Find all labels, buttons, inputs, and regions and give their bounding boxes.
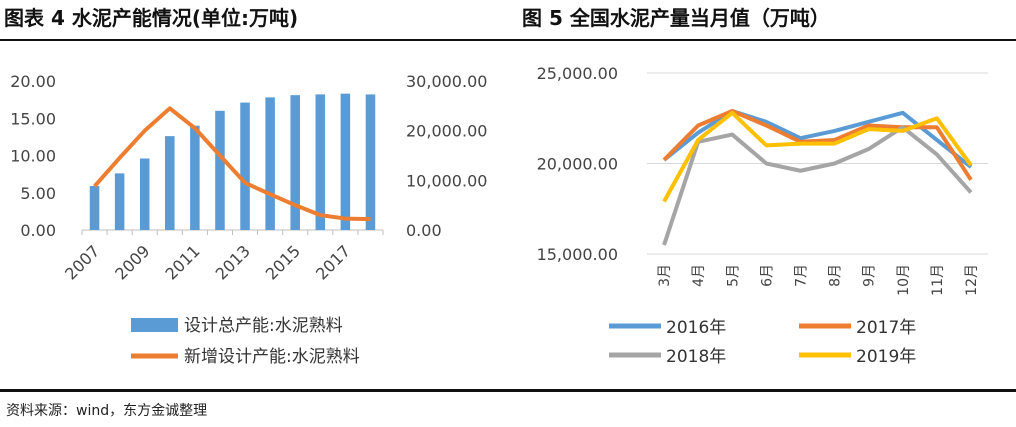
capacity-bar xyxy=(139,158,150,230)
x-tick-label: 5月 xyxy=(725,264,741,287)
x-tick-label: 8月 xyxy=(828,264,844,287)
new-capacity-line xyxy=(93,106,371,222)
y-tick-label: 15,000.00 xyxy=(537,245,618,264)
capacity-bar xyxy=(114,173,125,230)
legend-label-2019年: 2019年 xyxy=(856,347,916,367)
series-line-2017年 xyxy=(662,109,973,181)
capacity-bar xyxy=(315,94,326,230)
bottom-divider xyxy=(0,389,1016,392)
legend-label-new-capacity: 新增设计产能:水泥熟料 xyxy=(184,346,360,367)
x-tick-label: 12月 xyxy=(964,264,980,296)
right-y-tick-label: 20,000.00 xyxy=(406,122,487,141)
capacity-bar xyxy=(290,95,300,230)
capacity-bar xyxy=(365,94,376,230)
left-y-tick-label: 15.00 xyxy=(10,109,56,128)
legend-swatch-capacity xyxy=(131,318,178,332)
x-tick-label: 4月 xyxy=(691,264,707,287)
legend-label-capacity: 设计总产能:水泥熟料 xyxy=(184,315,343,336)
right-y-tick-label: 10,000.00 xyxy=(406,171,487,190)
capacity-bar xyxy=(215,110,225,230)
capacity-chart: 0.00 5.00 10.00 15.00 20.00 0.00 10,000.00 20,0… xyxy=(10,72,487,367)
series-line-2019年 xyxy=(662,110,973,203)
x-tick-label: 7月 xyxy=(793,264,809,287)
capacity-bar xyxy=(165,136,175,230)
x-tick-label: 9月 xyxy=(862,264,878,287)
x-tick-label: 3月 xyxy=(657,264,673,287)
capacity-bar xyxy=(265,97,275,230)
right-chart-title: 图 5 全国水泥产量当月值（万吨） xyxy=(522,6,830,30)
x-tick-label: 6月 xyxy=(759,264,775,287)
series-line-2018年 xyxy=(662,125,973,246)
left-y-tick-label: 0.00 xyxy=(20,221,56,240)
legend-label-2016年: 2016年 xyxy=(666,318,726,338)
top-divider xyxy=(0,39,1016,41)
y-tick-label: 25,000.00 xyxy=(537,64,618,83)
right-y-tick-label: 30,000.00 xyxy=(406,72,487,91)
legend-label-2018年: 2018年 xyxy=(666,347,726,367)
x-tick-label: 11月 xyxy=(930,264,946,296)
capacity-bar xyxy=(240,102,250,230)
legend-label-2017年: 2017年 xyxy=(856,318,916,338)
capacity-bar xyxy=(190,125,200,230)
y-tick-label: 20,000.00 xyxy=(537,155,618,174)
left-y-tick-label: 10.00 xyxy=(10,147,56,166)
capacity-bar xyxy=(89,186,100,230)
capacity-bar xyxy=(340,93,351,230)
left-chart-title: 图表 4 水泥产能情况(单位:万吨) xyxy=(4,6,299,30)
source-note: 资料来源：wind，东方金诚整理 xyxy=(6,403,208,419)
left-y-tick-label: 20.00 xyxy=(10,72,56,91)
monthly-output-chart: 15,000.00 20,000.00 25,000.00 3月 4月 5月 6月 7月 8月 9… xyxy=(537,64,988,367)
x-tick-label: 10月 xyxy=(896,264,912,296)
left-y-tick-label: 5.00 xyxy=(20,184,56,203)
right-y-tick-label: 0.00 xyxy=(406,221,442,240)
